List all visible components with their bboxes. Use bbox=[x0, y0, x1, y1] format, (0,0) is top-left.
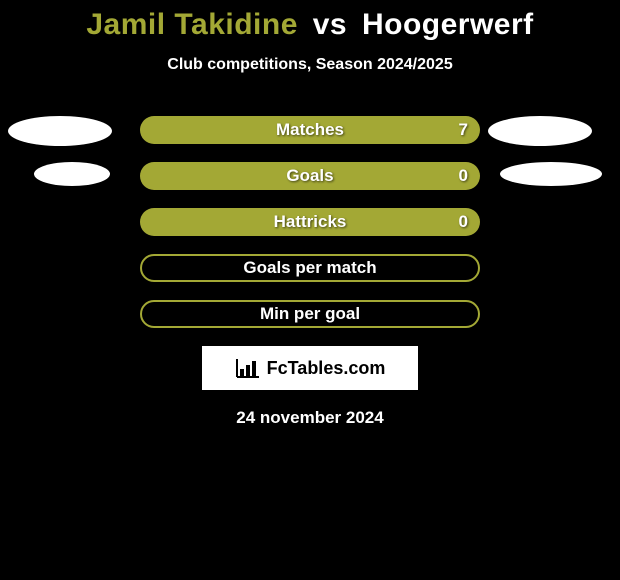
avatar-ellipse-1 bbox=[488, 116, 592, 146]
subtitle-text: Club competitions, Season 2024/2025 bbox=[0, 56, 620, 74]
vs-text: vs bbox=[313, 8, 347, 41]
stat-label: Hattricks bbox=[140, 212, 480, 232]
title-row: Jamil Takidine vs Hoogerwerf bbox=[0, 0, 620, 42]
player1-name: Jamil Takidine bbox=[86, 8, 298, 41]
stat-row-hattricks: Hattricks0 bbox=[140, 208, 480, 236]
stat-label: Min per goal bbox=[142, 304, 478, 324]
avatar-ellipse-0 bbox=[8, 116, 112, 146]
stat-value: 7 bbox=[459, 120, 468, 140]
player2-name: Hoogerwerf bbox=[362, 8, 534, 41]
stat-row-goals-per-match: Goals per match bbox=[140, 254, 480, 282]
stat-label: Goals bbox=[140, 166, 480, 186]
avatar-ellipse-2 bbox=[34, 162, 110, 186]
stat-label: Goals per match bbox=[142, 258, 478, 278]
comparison-card: Jamil Takidine vs Hoogerwerf Club compet… bbox=[0, 0, 620, 428]
stat-value: 0 bbox=[459, 212, 468, 232]
avatar-ellipse-3 bbox=[500, 162, 602, 186]
stat-row-goals: Goals0 bbox=[140, 162, 480, 190]
stat-label: Matches bbox=[140, 120, 480, 140]
branding-box: FcTables.com bbox=[202, 346, 418, 390]
stat-row-min-per-goal: Min per goal bbox=[140, 300, 480, 328]
stats-area: Matches7Goals0Hattricks0Goals per matchM… bbox=[0, 116, 620, 328]
stat-value: 0 bbox=[459, 166, 468, 186]
stat-row-matches: Matches7 bbox=[140, 116, 480, 144]
branding-text: FcTables.com bbox=[267, 358, 386, 379]
date-text: 24 november 2024 bbox=[0, 408, 620, 428]
bar-chart-icon bbox=[235, 357, 261, 379]
